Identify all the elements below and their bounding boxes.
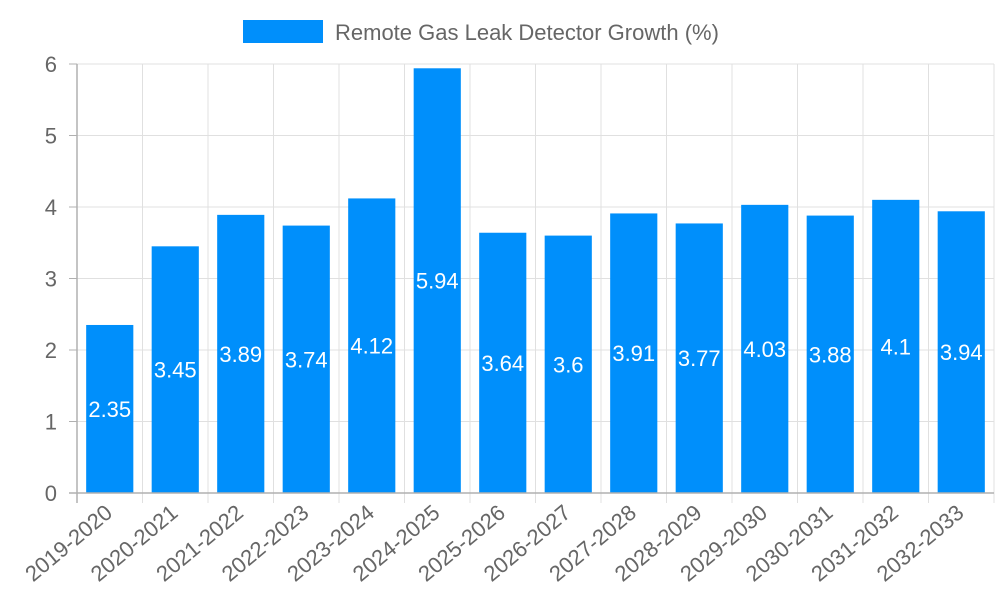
y-tick-label: 1: [45, 410, 57, 435]
y-tick-label: 3: [45, 267, 57, 292]
bar[interactable]: [675, 223, 723, 493]
bar-value-label: 3.45: [154, 358, 197, 383]
bar-value-label: 5.94: [416, 269, 459, 294]
bar[interactable]: [151, 246, 199, 493]
grid: [77, 63, 995, 503]
bar[interactable]: [544, 235, 592, 493]
bar-value-label: 4.03: [743, 337, 786, 362]
bar-value-label: 4.1: [880, 334, 911, 359]
bar[interactable]: [348, 198, 396, 494]
bar[interactable]: [413, 68, 461, 493]
bar-value-label: 2.35: [88, 397, 131, 422]
bar-value-label: 3.88: [809, 342, 852, 367]
bar[interactable]: [741, 204, 789, 494]
bar-value-label: 3.77: [678, 346, 721, 371]
bar[interactable]: [479, 232, 527, 494]
bar[interactable]: [806, 215, 854, 493]
legend-swatch: [243, 20, 323, 43]
y-tick-label: 4: [45, 195, 57, 220]
y-tick-label: 2: [45, 338, 57, 363]
y-tick-label: 0: [45, 481, 57, 506]
y-tick-label: 5: [45, 124, 57, 149]
bar[interactable]: [610, 213, 658, 493]
legend-label: Remote Gas Leak Detector Growth (%): [335, 20, 719, 45]
bar[interactable]: [86, 324, 134, 493]
bar-value-label: 3.89: [219, 342, 262, 367]
bar-value-label: 4.12: [350, 334, 393, 359]
y-tick-label: 6: [45, 52, 57, 77]
bar-value-label: 3.64: [481, 351, 524, 376]
legend[interactable]: Remote Gas Leak Detector Growth (%): [243, 20, 719, 45]
bar-value-label: 3.91: [612, 341, 655, 366]
bar[interactable]: [937, 211, 985, 494]
bar[interactable]: [282, 225, 330, 493]
bars: 2.35 3.45 3.89 3.74 4.12 5.94 3.64 3.6 3.91 3.77 4…: [86, 68, 985, 494]
bar[interactable]: [217, 214, 265, 494]
bar-value-label: 3.6: [553, 352, 584, 377]
bar-value-label: 3.94: [940, 340, 983, 365]
bar-value-label: 3.74: [285, 347, 328, 372]
bar[interactable]: [872, 199, 920, 493]
